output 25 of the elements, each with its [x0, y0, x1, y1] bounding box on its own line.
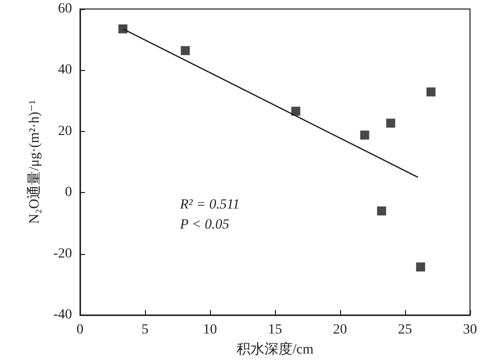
- annotation: R² = 0.511: [179, 198, 240, 212]
- point: [180, 46, 190, 56]
- y-tick-label: -20: [53, 246, 72, 262]
- x-tick-label: 0: [76, 322, 84, 338]
- y-axis-title: N₂O通量/μg·(m²·h)⁻¹: [26, 100, 42, 224]
- x-tick-label: 5: [142, 322, 148, 338]
- point: [386, 118, 396, 128]
- y-tick-label: 0: [65, 185, 72, 200]
- y-tick-label: 20: [58, 124, 72, 139]
- y-tick-label: 60: [58, 2, 72, 16]
- x-axis-title: 积水深度/cm: [236, 342, 314, 358]
- y-tick-label: 40: [58, 62, 72, 78]
- x-tick-label: 20: [333, 322, 347, 338]
- point: [118, 24, 128, 34]
- point: [416, 262, 426, 272]
- annotation: P < 0.05: [179, 218, 230, 232]
- x-tick-label: 30: [463, 322, 477, 338]
- x-tick-label: 25: [398, 322, 412, 338]
- point: [360, 130, 370, 140]
- x-tick-label: 15: [268, 322, 282, 338]
- x-tick-label: 10: [203, 322, 217, 338]
- point: [291, 106, 300, 116]
- point: [426, 87, 436, 96]
- point: [377, 206, 386, 216]
- y-tick-label: -40: [53, 308, 72, 322]
